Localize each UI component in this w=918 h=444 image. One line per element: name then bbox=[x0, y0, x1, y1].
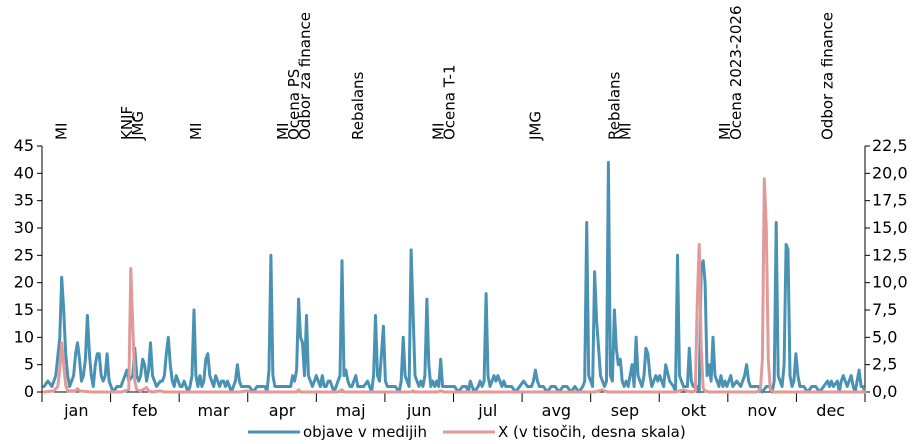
y-left-tick-label: 30 bbox=[14, 218, 34, 237]
y-left-tick-label: 35 bbox=[14, 191, 34, 210]
y-left-tick-label: 5 bbox=[24, 355, 34, 374]
x-tick-label: okt bbox=[681, 401, 706, 420]
event-label: Ocena T-1 bbox=[441, 65, 459, 141]
x-tick-label: feb bbox=[132, 401, 158, 420]
event-label: Odbor za finance bbox=[819, 12, 837, 140]
series-line-x bbox=[42, 177, 867, 394]
event-label: Rebalans bbox=[605, 71, 623, 140]
event-label: MI bbox=[716, 123, 734, 140]
y-right-tick-label: 0,0 bbox=[872, 382, 897, 401]
legend-label-objave: objave v medijih bbox=[303, 423, 427, 441]
y-left-tick-label: 15 bbox=[14, 300, 34, 319]
event-label: MI bbox=[187, 123, 205, 140]
legend: objave v medijih X (v tisočih, desna ska… bbox=[248, 423, 686, 441]
x-tick-label: apr bbox=[269, 401, 296, 420]
event-label: JMG bbox=[129, 111, 147, 141]
y-right-tick-label: 12,5 bbox=[872, 245, 908, 264]
x-tick-label: maj bbox=[336, 401, 366, 420]
y-left-tick-label: 20 bbox=[14, 273, 34, 292]
y-right-tick-label: 17,5 bbox=[872, 191, 908, 210]
series-layer bbox=[42, 160, 867, 394]
y-left-tick-label: 0 bbox=[24, 382, 34, 401]
y-right-tick-label: 15,0 bbox=[872, 218, 908, 237]
event-label: Odbor za finance bbox=[296, 12, 314, 140]
event-label: JMG bbox=[526, 111, 544, 141]
y-left-tick-label: 45 bbox=[14, 136, 34, 155]
legend-label-x: X (v tisočih, desna skala) bbox=[498, 423, 686, 441]
event-label: MI bbox=[274, 123, 292, 140]
event-label: Ocena PS bbox=[285, 69, 303, 140]
series-line-objave bbox=[42, 160, 867, 394]
x-tick-label: mar bbox=[197, 401, 229, 420]
x-tick-label: sep bbox=[611, 401, 639, 420]
y-right-tick-label: 5,0 bbox=[872, 327, 897, 346]
x-tick-label: dec bbox=[816, 401, 845, 420]
event-label: KNJF bbox=[118, 106, 136, 140]
y-right-tick-label: 2,5 bbox=[872, 355, 897, 374]
event-label: MI bbox=[430, 123, 448, 140]
x-tick-label: jul bbox=[477, 401, 497, 420]
y-left-tick-label: 40 bbox=[14, 163, 34, 182]
y-right-tick-label: 20,0 bbox=[872, 163, 908, 182]
event-label: Ocena 2023-2026 bbox=[727, 5, 745, 140]
x-tick-label: avg bbox=[542, 401, 571, 420]
x-tick-label: jun bbox=[406, 401, 432, 420]
y-right-tick-label: 10,0 bbox=[872, 273, 908, 292]
x-tick-label: nov bbox=[747, 401, 776, 420]
axes: 0 0,0 5 2,5 10 5,0 15 7,5 20 10,0 25 12,5 30 15,0 35 17… bbox=[14, 136, 908, 420]
y-right-tick-label: 7,5 bbox=[872, 300, 897, 319]
event-label: MI bbox=[616, 123, 634, 140]
event-label: MI bbox=[53, 123, 71, 140]
event-label: Rebalans bbox=[349, 71, 367, 140]
y-right-tick-label: 22,5 bbox=[872, 136, 908, 155]
x-tick-label: jan bbox=[63, 401, 88, 420]
y-left-tick-label: 10 bbox=[14, 327, 34, 346]
y-left-tick-label: 25 bbox=[14, 245, 34, 264]
